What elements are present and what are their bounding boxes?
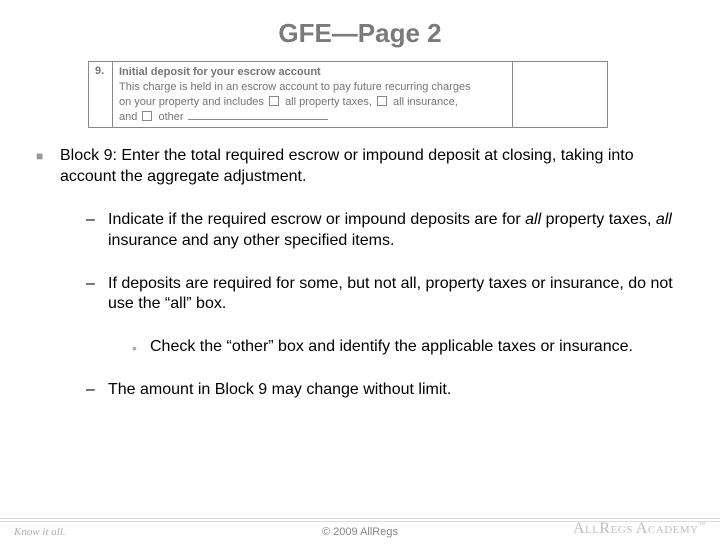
page-title: GFE—Page 2 xyxy=(0,18,720,49)
bullet-level2-a: – Indicate if the required escrow or imp… xyxy=(86,210,684,252)
logo-tm: ™ xyxy=(699,521,706,529)
footer-logo: AllRegsAcademy™ xyxy=(573,520,706,538)
bullet-level1: ■ Block 9: Enter the total required escr… xyxy=(36,146,684,188)
footer-tagline: Know it all. xyxy=(14,526,66,538)
block-line2: This charge is held in an escrow account… xyxy=(119,81,471,93)
block-description: Initial deposit for your escrow account … xyxy=(113,62,513,128)
bullet2a-ital2: all xyxy=(656,211,672,228)
checkbox-other[interactable] xyxy=(142,111,152,121)
cb2-label: all insurance, xyxy=(393,96,458,108)
bullet2a-container: Indicate if the required escrow or impou… xyxy=(108,210,684,252)
bullet-level3: • Check the “other” box and identify the… xyxy=(132,337,684,358)
bullet1-text: Block 9: Enter the total required escrow… xyxy=(60,146,684,188)
square-bullet-icon: ■ xyxy=(36,149,46,188)
bullet2b-text: If deposits are required for some, but n… xyxy=(108,274,684,316)
block-line4-prefix: and xyxy=(119,111,137,123)
dot-bullet-icon: • xyxy=(132,339,142,358)
footer: Know it all. © 2009 AllRegs AllRegsAcade… xyxy=(0,518,720,548)
other-blank-line[interactable] xyxy=(188,110,328,120)
block-heading: Initial deposit for your escrow account xyxy=(119,66,321,78)
bullet2a-mid: property taxes, xyxy=(541,211,656,228)
dash-bullet-icon: – xyxy=(86,274,98,316)
bullet3-text: Check the “other” box and identify the a… xyxy=(150,337,633,358)
amount-cell xyxy=(513,62,608,128)
cb1-label: all property taxes, xyxy=(285,96,372,108)
bullet2c-text: The amount in Block 9 may change without… xyxy=(108,380,451,401)
checkbox-all-property-taxes[interactable] xyxy=(269,96,279,106)
dash-bullet-icon: – xyxy=(86,380,98,401)
bullet-level2-c: – The amount in Block 9 may change witho… xyxy=(86,380,684,401)
footer-copyright: © 2009 AllRegs xyxy=(322,526,398,538)
form-block-9: 9. Initial deposit for your escrow accou… xyxy=(88,61,608,128)
bullet2a-ital1: all xyxy=(525,211,541,228)
bullet2a-post: insurance and any other specified items. xyxy=(108,232,394,249)
block-number: 9. xyxy=(89,62,113,128)
block-line3-prefix: on your property and includes xyxy=(119,96,264,108)
bullet2a-pre: Indicate if the required escrow or impou… xyxy=(108,211,525,228)
logo-academy: Academy xyxy=(636,520,699,537)
content-body: ■ Block 9: Enter the total required escr… xyxy=(0,146,720,400)
cb3-label: other xyxy=(158,111,183,123)
dash-bullet-icon: – xyxy=(86,210,98,252)
checkbox-all-insurance[interactable] xyxy=(377,96,387,106)
footer-divider-1 xyxy=(0,518,720,519)
logo-allregs: AllRegs xyxy=(573,520,633,537)
bullet-level2-b: – If deposits are required for some, but… xyxy=(86,274,684,316)
